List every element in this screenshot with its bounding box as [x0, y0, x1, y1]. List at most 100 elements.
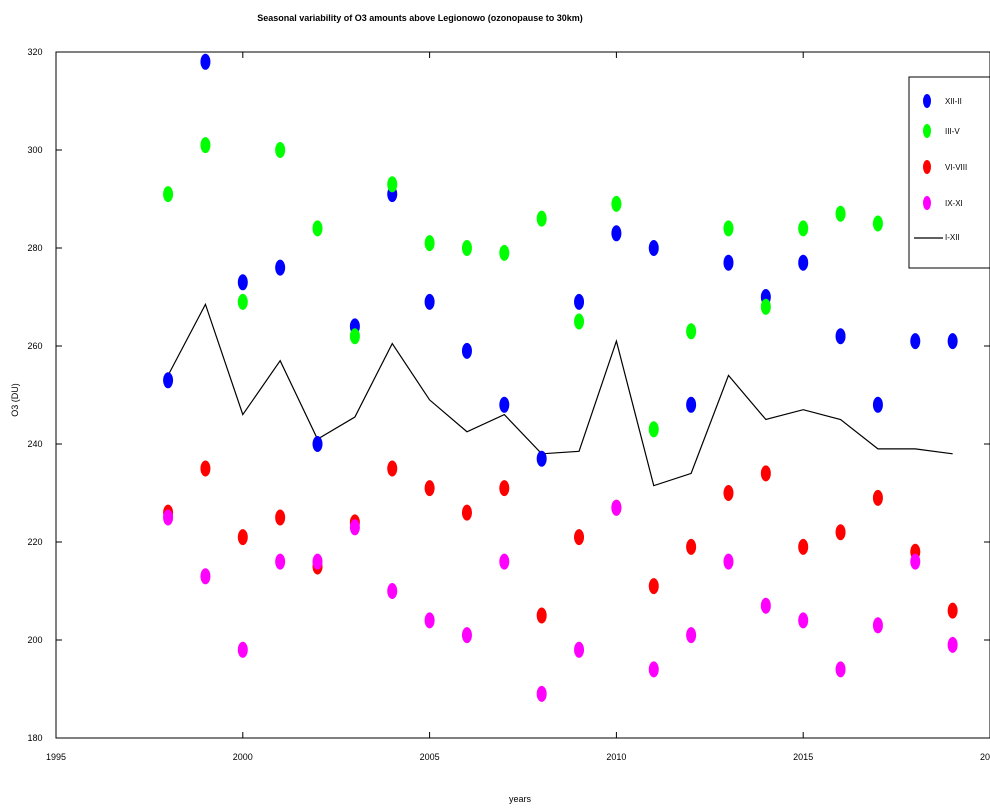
data-point-IX-XI [461, 627, 472, 644]
data-point-XII-II [611, 225, 622, 242]
data-point-XII-II [275, 259, 286, 276]
y-tick-label: 200 [27, 635, 42, 645]
data-point-XII-II [536, 450, 547, 467]
y-tick-label: 300 [27, 145, 42, 155]
data-point-IX-XI [648, 661, 659, 678]
data-point-VI-VIII [499, 480, 510, 497]
series-line-I-XII [167, 302, 953, 487]
data-point-VI-VIII [536, 607, 547, 624]
data-point-IX-XI [835, 661, 846, 678]
legend-label: I-XII [945, 233, 960, 242]
data-point-III-V [424, 235, 435, 252]
data-point-III-V [275, 142, 286, 158]
data-point-IX-XI [910, 553, 921, 570]
data-point-XII-II [648, 240, 659, 256]
data-point-III-V [872, 215, 883, 232]
legend-swatch [923, 124, 931, 138]
data-point-VI-VIII [947, 602, 958, 619]
data-point-IX-XI [872, 617, 883, 634]
data-point-III-V [536, 210, 547, 227]
data-point-IX-XI [611, 499, 622, 516]
data-point-VI-VIII [872, 489, 883, 506]
x-tick-label: 2010 [606, 752, 626, 762]
data-point-IX-XI [349, 519, 360, 536]
data-point-XII-II [686, 396, 697, 413]
data-point-III-V [835, 205, 846, 222]
legend-swatch [923, 196, 931, 210]
data-point-XII-II [461, 342, 472, 359]
data-point-III-V [387, 176, 398, 193]
data-point-VI-VIII [648, 578, 659, 595]
plot-frame [55, 51, 990, 739]
y-axis: 180 200 220 240 260 280 300 320 [27, 47, 990, 743]
data-point-VI-VIII [237, 529, 248, 546]
data-point-III-V [648, 421, 659, 438]
data-point-III-V [760, 298, 771, 315]
y-tick-label: 320 [27, 47, 42, 57]
data-point-IX-XI [200, 568, 211, 585]
data-point-XII-II [723, 254, 734, 271]
data-point-XII-II [798, 254, 809, 271]
data-point-VI-VIII [461, 504, 472, 521]
data-point-VI-VIII [723, 485, 734, 501]
x-tick-label: 2000 [233, 752, 253, 762]
x-axis-label: years [509, 794, 532, 804]
data-point-IX-XI [723, 553, 734, 570]
data-point-IX-XI [574, 641, 585, 658]
data-point-XII-II [574, 293, 585, 310]
legend: XII-II III-V VI-VIII IX-XI I-XII [908, 76, 990, 269]
data-point-III-V [686, 323, 697, 340]
data-point-IX-XI [387, 583, 398, 599]
legend-box [908, 76, 990, 269]
data-point-IX-XI [686, 627, 697, 644]
y-tick-label: 180 [27, 733, 42, 743]
data-point-IX-XI [499, 553, 510, 570]
data-point-IX-XI [312, 553, 323, 570]
data-point-XII-II [163, 372, 174, 389]
data-point-VI-VIII [275, 509, 286, 526]
y-tick-label: 240 [27, 439, 42, 449]
data-point-VI-VIII [387, 460, 398, 477]
y-tick-label: 220 [27, 537, 42, 547]
data-point-XII-II [200, 53, 211, 70]
data-point-VI-VIII [760, 465, 771, 482]
x-tick-label: 2020 [980, 752, 990, 762]
data-point-XII-II [237, 274, 248, 291]
data-point-III-V [163, 186, 174, 203]
data-point-IX-XI [536, 685, 547, 702]
legend-label: III-V [945, 127, 960, 136]
data-point-XII-II [499, 396, 510, 413]
data-point-VI-VIII [574, 529, 585, 546]
legend-swatch [923, 94, 931, 108]
data-point-IX-XI [275, 553, 286, 570]
data-point-XII-II [947, 333, 958, 350]
data-point-IX-XI [947, 636, 958, 653]
legend-swatch [923, 160, 931, 174]
data-point-VI-VIII [686, 538, 697, 555]
x-tick-label: 2015 [793, 752, 813, 762]
data-point-III-V [461, 240, 472, 256]
chart-title: Seasonal variability of O3 amounts above… [257, 13, 583, 23]
data-point-III-V [200, 137, 211, 154]
data-point-VI-VIII [424, 480, 435, 497]
legend-label: IX-XI [945, 199, 963, 208]
y-tick-label: 260 [27, 341, 42, 351]
data-point-III-V [611, 195, 622, 212]
data-point-VI-VIII [200, 460, 211, 477]
legend-label: XII-II [945, 97, 962, 106]
data-point-IX-XI [760, 597, 771, 614]
data-point-XII-II [872, 396, 883, 413]
series-layer [163, 53, 958, 702]
data-point-III-V [723, 220, 734, 237]
data-point-XII-II [910, 333, 921, 350]
data-point-XII-II [835, 328, 846, 345]
y-axis-label: O3 (DU) [10, 383, 20, 417]
data-point-IX-XI [163, 509, 174, 526]
x-tick-label: 2005 [420, 752, 440, 762]
data-point-XII-II [312, 436, 323, 452]
data-point-XII-II [424, 293, 435, 310]
data-point-IX-XI [798, 612, 809, 629]
data-point-III-V [574, 313, 585, 330]
